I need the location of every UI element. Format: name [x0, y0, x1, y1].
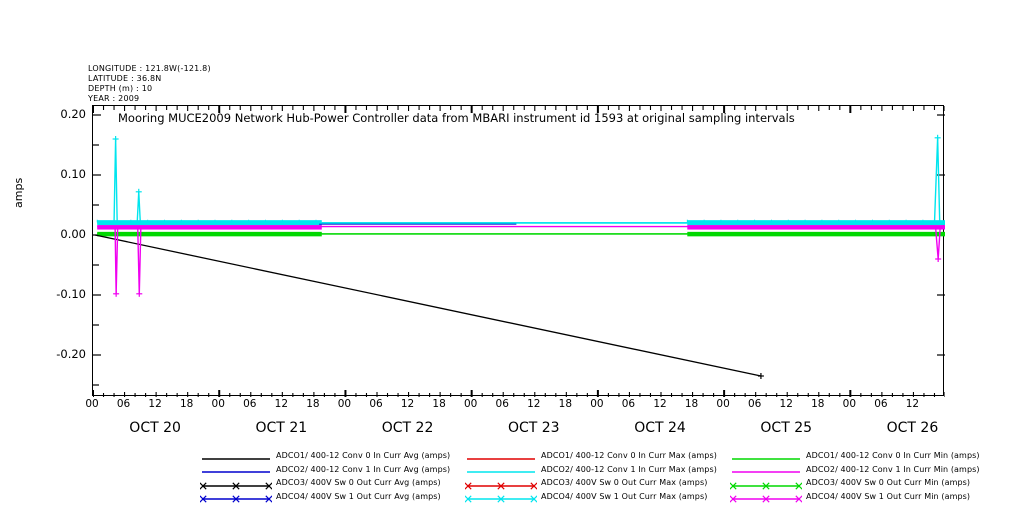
legend-item[interactable]: ADCO1/ 400-12 Conv 0 In Curr Avg (amps) — [200, 450, 450, 464]
x-tick-label: 18 — [179, 398, 194, 410]
legend-item[interactable]: ADCO3/ 400V Sw 0 Out Curr Min (amps) — [729, 477, 980, 491]
x-tick-label: 06 — [747, 398, 762, 410]
x-tick-label: 00 — [463, 398, 478, 410]
legend-swatch — [199, 477, 273, 491]
legend-item[interactable]: ADCO2/ 400-12 Conv 1 In Curr Min (amps) — [730, 464, 980, 478]
x-tick-label: 06 — [369, 398, 383, 410]
y-tick-label: 0.10 — [60, 167, 86, 181]
x-tick-label: 00 — [842, 398, 857, 410]
legend-label: ADCO4/ 400V Sw 1 Out Curr Max (amps) — [541, 491, 708, 501]
metadata-latitude: LATITUDE : 36.8N — [88, 74, 162, 83]
legend-item[interactable]: ADCO3/ 400V Sw 0 Out Curr Avg (amps) — [199, 477, 450, 491]
legend-label: ADCO2/ 400-12 Conv 1 In Curr Min (amps) — [806, 464, 980, 474]
legend-swatch — [730, 450, 802, 464]
x-day-label: OCT 23 — [507, 420, 560, 436]
legend-label: ADCO2/ 400-12 Conv 1 In Curr Max (amps) — [541, 464, 717, 474]
x-tick-label: 18 — [432, 398, 446, 410]
legend-item[interactable]: ADCO3/ 400V Sw 0 Out Curr Max (amps) — [464, 477, 715, 491]
x-tick-label: 12 — [274, 398, 289, 410]
legend-swatch — [464, 491, 538, 505]
legend-swatch — [200, 464, 272, 478]
plot-area — [92, 105, 945, 397]
x-day-label: OCT 24 — [634, 420, 686, 436]
metadata-depth: DEPTH (m) : 10 — [88, 84, 153, 93]
x-day-label: OCT 25 — [760, 420, 813, 436]
x-tick-label: 00 — [85, 398, 99, 410]
x-tick-label: 12 — [779, 398, 793, 410]
legend-label: ADCO1/ 400-12 Conv 0 In Curr Avg (amps) — [276, 451, 451, 460]
legend-label: ADCO1/ 400-12 Conv 0 In Curr Max (amps) — [541, 451, 717, 460]
x-tick-label: 12 — [148, 398, 162, 410]
legend-swatch — [730, 464, 802, 478]
x-tick-label: 00 — [337, 398, 352, 410]
legend-label: ADCO4/ 400V Sw 1 Out Curr Min (amps) — [806, 491, 971, 501]
legend-column: ADCO1/ 400-12 Conv 0 In Curr Max (amps) A… — [464, 450, 717, 505]
legend-swatch — [729, 491, 803, 505]
x-day-label: OCT 26 — [886, 420, 939, 436]
chart-title: Mooring MUCE2009 Network Hub-Power Contr… — [118, 111, 795, 125]
chart-legend: ADCO1/ 400-12 Conv 0 In Curr Avg (amps) A… — [199, 450, 1009, 505]
x-axis-day-labels: OCT 20 OCT 21 OCT 22 OCT 23 OCT 24 OCT 25 OCT … — [0, 420, 1009, 442]
x-tick-label: 18 — [306, 398, 320, 410]
legend-swatch — [464, 477, 538, 491]
x-tick-label: 06 — [874, 398, 888, 410]
series-000000 — [94, 234, 762, 377]
x-tick-label: 06 — [621, 398, 636, 410]
x-axis-ticks: 00 06 12 18 00 06 12 18 00 06 12 18 00 06 12 18 00 06 12 18… — [0, 398, 1009, 418]
x-tick-label: 00 — [590, 398, 604, 410]
legend-item[interactable]: ADCO1/ 400-12 Conv 0 In Curr Min (amps) — [730, 450, 980, 464]
x-tick-label: 18 — [684, 398, 699, 410]
series-f000f0 — [97, 225, 941, 294]
metadata-longitude: LONGITUDE : 121.8W(-121.8) — [88, 64, 211, 73]
legend-label: ADCO1/ 400-12 Conv 0 In Curr Min (amps) — [806, 451, 980, 460]
legend-swatch — [465, 450, 537, 464]
x-tick-label: 12 — [400, 398, 415, 410]
series-00e5ee — [97, 137, 941, 224]
legend-column: ADCO1/ 400-12 Conv 0 In Curr Avg (amps) A… — [199, 450, 450, 505]
x-tick-label: 12 — [905, 398, 920, 410]
legend-item[interactable]: ADCO1/ 400-12 Conv 0 In Curr Max (amps) — [465, 450, 717, 464]
legend-label: ADCO4/ 400V Sw 1 Out Curr Avg (amps) — [276, 491, 441, 501]
x-tick-label: 00 — [716, 398, 730, 410]
legend-swatch — [199, 491, 273, 505]
magenta-min-band — [687, 225, 945, 230]
metadata-year: YEAR : 2009 — [88, 94, 140, 103]
x-tick-label: 06 — [495, 398, 509, 410]
x-tick-label: 18 — [558, 398, 573, 410]
x-tick-label: 00 — [211, 398, 225, 410]
x-tick-label: 12 — [653, 398, 667, 410]
legend-swatch — [465, 464, 537, 478]
legend-item[interactable]: ADCO2/ 400-12 Conv 1 In Curr Max (amps) — [465, 464, 717, 478]
x-day-label: OCT 22 — [381, 420, 434, 436]
legend-item[interactable]: ADCO4/ 400V Sw 1 Out Curr Avg (amps) — [199, 491, 450, 505]
x-tick-label: 06 — [243, 398, 257, 410]
legend-swatch — [200, 450, 272, 464]
x-day-label: OCT 20 — [129, 420, 181, 436]
y-tick-label: 0.20 — [60, 107, 86, 121]
y-axis-ticks: 0.20 0.10 0.00 -0.10 -0.20 — [0, 0, 86, 504]
magenta-min-band — [97, 225, 322, 230]
legend-label: ADCO3/ 400V Sw 0 Out Curr Max (amps) — [541, 478, 708, 487]
y-tick-label: -0.20 — [56, 347, 86, 361]
legend-item[interactable]: ADCO4/ 400V Sw 1 Out Curr Min (amps) — [729, 491, 980, 505]
y-tick-label: -0.10 — [56, 287, 86, 301]
legend-label: ADCO3/ 400V Sw 0 Out Curr Min (amps) — [806, 478, 971, 487]
legend-item[interactable]: ADCO4/ 400V Sw 1 Out Curr Max (amps) — [464, 491, 715, 505]
x-tick-label: 12 — [527, 398, 541, 410]
legend-swatch — [729, 477, 803, 491]
legend-label: ADCO3/ 400V Sw 0 Out Curr Avg (amps) — [276, 478, 441, 487]
x-tick-label: 18 — [811, 398, 825, 410]
x-tick-label: 06 — [116, 398, 131, 410]
legend-column: ADCO1/ 400-12 Conv 0 In Curr Min (amps) A… — [729, 450, 980, 505]
x-day-label: OCT 21 — [255, 420, 308, 436]
y-tick-label: 0.00 — [60, 227, 86, 241]
legend-item[interactable]: ADCO2/ 400-12 Conv 1 In Curr Avg (amps) — [200, 464, 450, 478]
plot-svg — [93, 106, 945, 397]
legend-label: ADCO2/ 400-12 Conv 1 In Curr Avg (amps) — [276, 464, 451, 474]
